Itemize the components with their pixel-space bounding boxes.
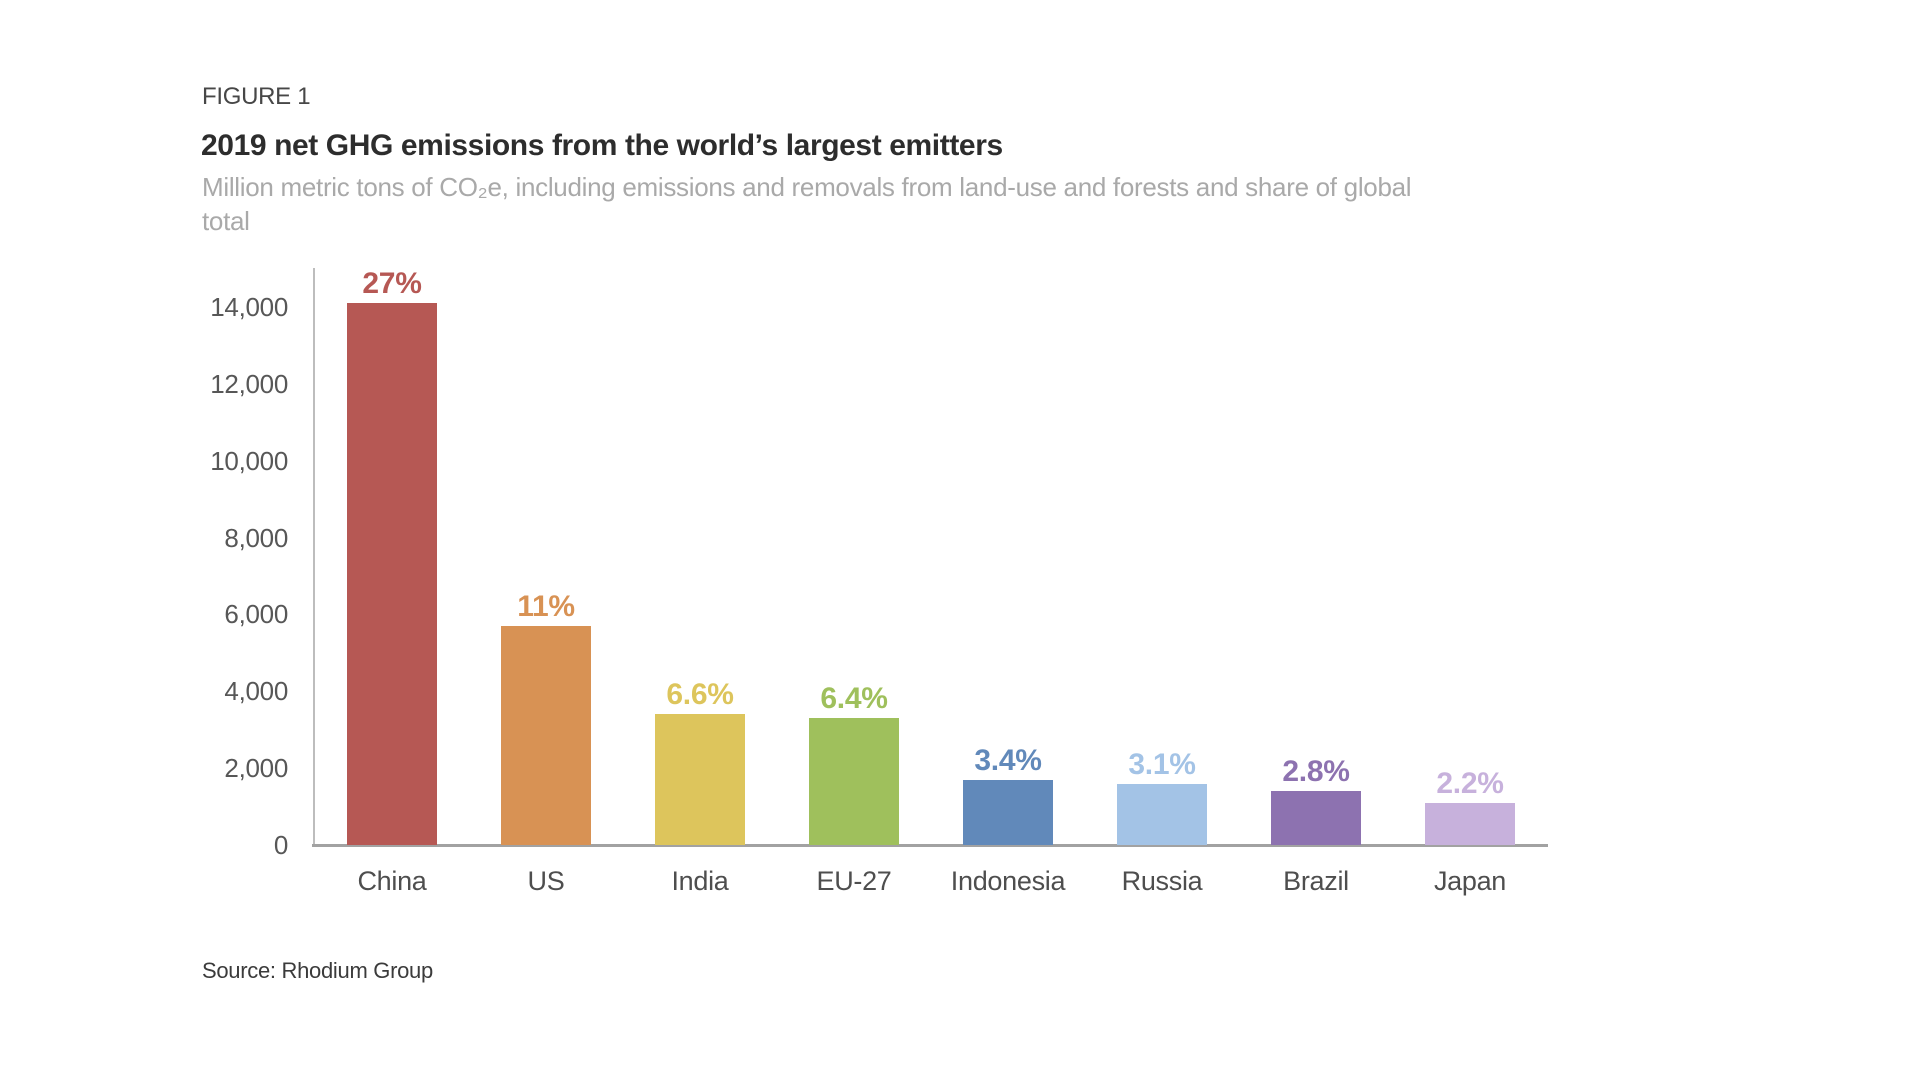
- axis-label-us: US: [527, 866, 565, 896]
- axis-label-china: China: [357, 866, 427, 896]
- bar-india: [655, 714, 745, 845]
- share-label-indonesia: 3.4%: [974, 743, 1042, 777]
- share-label-brazil: 2.8%: [1282, 755, 1350, 789]
- x-axis-line: [312, 844, 1548, 847]
- y-axis-line: [313, 268, 315, 847]
- bar-russia: [1117, 783, 1207, 845]
- share-label-us: 11%: [517, 589, 575, 623]
- axis-label-indonesia: Indonesia: [950, 866, 1066, 896]
- bar-indonesia: [963, 779, 1053, 845]
- share-label-india: 6.6%: [666, 678, 734, 712]
- ytick-12-000: 12,000: [210, 368, 288, 399]
- axis-label-brazil: Brazil: [1283, 866, 1349, 896]
- source-note: Source: Rhodium Group: [202, 958, 433, 983]
- ytick-4-000: 4,000: [224, 676, 288, 707]
- ytick-8-000: 8,000: [224, 522, 288, 553]
- ytick-6-000: 6,000: [224, 599, 288, 630]
- axis-label-japan: Japan: [1433, 866, 1507, 896]
- ytick-10-000: 10,000: [210, 445, 288, 476]
- ytick-0: 0: [273, 830, 288, 860]
- bar-china: [347, 303, 437, 845]
- chart-subtitle: Million metric tons of CO₂e, including e…: [202, 170, 1412, 238]
- bar-japan: [1425, 802, 1515, 845]
- chart-subtitle-line-1: Million metric tons of CO₂e, including e…: [202, 172, 1412, 202]
- share-label-china: 27%: [362, 267, 422, 301]
- share-label-japan: 2.2%: [1436, 766, 1504, 800]
- share-label-eu-27: 6.4%: [820, 682, 888, 716]
- share-label-russia: 3.1%: [1128, 747, 1196, 781]
- bar-us: [501, 625, 591, 845]
- bar-brazil: [1271, 791, 1361, 845]
- axis-label-eu-27: EU-27: [816, 866, 892, 896]
- axis-label-russia: Russia: [1121, 866, 1203, 896]
- chart-subtitle-line-2: total: [202, 206, 250, 236]
- bar-eu-27: [809, 718, 899, 845]
- ytick-14-000: 14,000: [210, 292, 288, 322]
- axis-label-india: India: [671, 866, 729, 896]
- figure-label: FIGURE 1: [202, 83, 311, 110]
- ytick-2-000: 2,000: [224, 753, 288, 784]
- chart-title: 2019 net GHG emissions from the world’s …: [201, 129, 1003, 162]
